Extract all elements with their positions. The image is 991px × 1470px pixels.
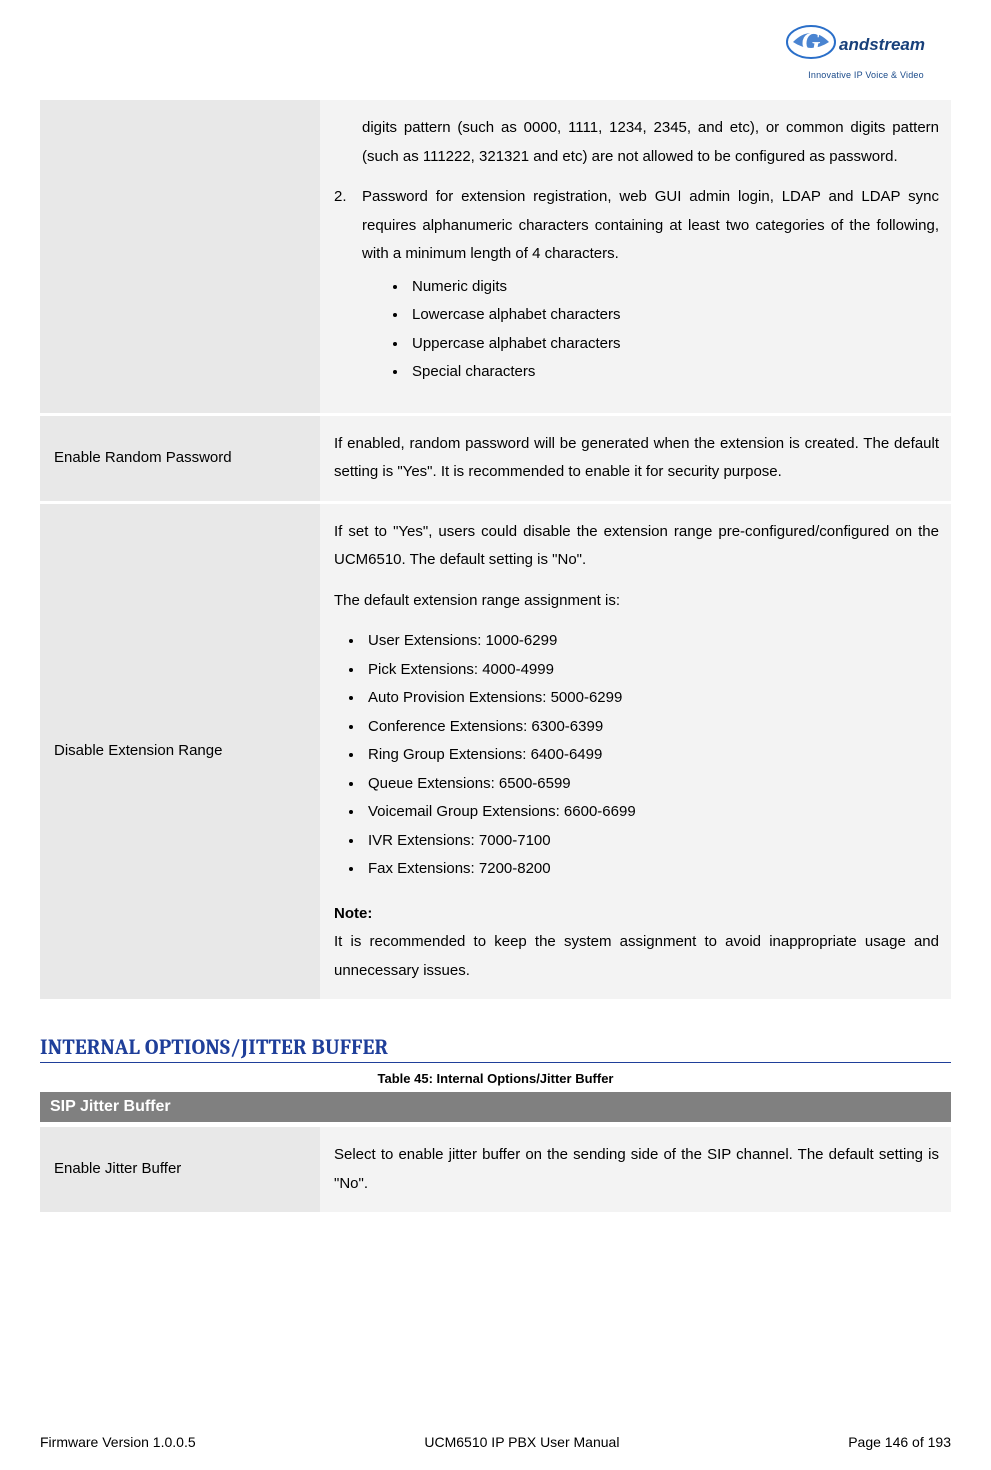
password-rules-list: 2. Password for extension registration, … <box>334 183 939 387</box>
list-item: 2. Password for extension registration, … <box>334 183 939 387</box>
extension-ranges-list: User Extensions: 1000-6299 Pick Extensio… <box>334 627 939 884</box>
enable-jitter-buffer-desc: Select to enable jitter buffer on the se… <box>334 1141 939 1198</box>
list-item: Numeric digits <box>408 273 939 302</box>
svg-text:andstream: andstream <box>839 35 925 54</box>
table-caption: Table 45: Internal Options/Jitter Buffer <box>40 1071 951 1086</box>
note-text: It is recommended to keep the system ass… <box>334 933 939 979</box>
list-item: Voicemail Group Extensions: 6600-6699 <box>364 798 939 827</box>
list-item: Uppercase alphabet characters <box>408 330 939 359</box>
table-row: Enable Jitter Buffer Select to enable ji… <box>40 1127 951 1212</box>
list-item: IVR Extensions: 7000-7100 <box>364 827 939 856</box>
options-table: digits pattern (such as 0000, 1111, 1234… <box>40 97 951 1002</box>
option-label-cell <box>40 100 320 413</box>
header-logo-area: G andstream Innovative IP Voice & Video <box>40 20 951 97</box>
option-label-cell: Enable Jitter Buffer <box>40 1127 320 1212</box>
table-row: Disable Extension Range If set to "Yes",… <box>40 504 951 1000</box>
char-categories-list: Numeric digits Lowercase alphabet charac… <box>362 273 939 387</box>
table-row: digits pattern (such as 0000, 1111, 1234… <box>40 100 951 413</box>
list-item: Ring Group Extensions: 6400-6499 <box>364 741 939 770</box>
note-paragraph: Note: It is recommended to keep the syst… <box>334 900 939 986</box>
footer-page-number: Page 146 of 193 <box>848 1434 951 1450</box>
jitter-buffer-table: Enable Jitter Buffer Select to enable ji… <box>40 1124 951 1215</box>
disable-ext-range-intro: If set to "Yes", users could disable the… <box>334 518 939 575</box>
brand-logo: G andstream Innovative IP Voice & Video <box>781 20 951 80</box>
svg-text:G: G <box>802 27 821 56</box>
list-item: Conference Extensions: 6300-6399 <box>364 713 939 742</box>
option-value-cell: If set to "Yes", users could disable the… <box>320 504 951 1000</box>
section-bar: SIP Jitter Buffer <box>40 1092 951 1122</box>
list-item: Lowercase alphabet characters <box>408 301 939 330</box>
option-value-cell: digits pattern (such as 0000, 1111, 1234… <box>320 100 951 413</box>
ext-range-subhead: The default extension range assignment i… <box>334 587 939 616</box>
enable-random-password-desc: If enabled, random password will be gene… <box>334 430 939 487</box>
list-item: Pick Extensions: 4000-4999 <box>364 656 939 685</box>
footer-firmware-version: Firmware Version 1.0.0.5 <box>40 1434 196 1450</box>
option-label-cell: Disable Extension Range <box>40 504 320 1000</box>
footer-manual-title: UCM6510 IP PBX User Manual <box>424 1434 619 1450</box>
brand-tagline: Innovative IP Voice & Video <box>781 70 951 80</box>
list-item: Auto Provision Extensions: 5000-6299 <box>364 684 939 713</box>
list-number: 2. <box>334 183 347 212</box>
option-value-cell: If enabled, random password will be gene… <box>320 416 951 501</box>
section-heading: INTERNAL OPTIONS/JITTER BUFFER <box>40 1036 951 1063</box>
note-label: Note: <box>334 905 372 922</box>
list-item: User Extensions: 1000-6299 <box>364 627 939 656</box>
list-item: Queue Extensions: 6500-6599 <box>364 770 939 799</box>
password-rule-continuation: digits pattern (such as 0000, 1111, 1234… <box>334 114 939 171</box>
page-footer: Firmware Version 1.0.0.5 UCM6510 IP PBX … <box>40 1434 951 1450</box>
list-item: Fax Extensions: 7200-8200 <box>364 855 939 884</box>
option-label-cell: Enable Random Password <box>40 416 320 501</box>
list-item-text: Password for extension registration, web… <box>362 188 939 262</box>
option-value-cell: Select to enable jitter buffer on the se… <box>320 1127 951 1212</box>
list-item: Special characters <box>408 358 939 387</box>
grandstream-logo-icon: G andstream <box>781 20 951 70</box>
table-row: Enable Random Password If enabled, rando… <box>40 416 951 501</box>
